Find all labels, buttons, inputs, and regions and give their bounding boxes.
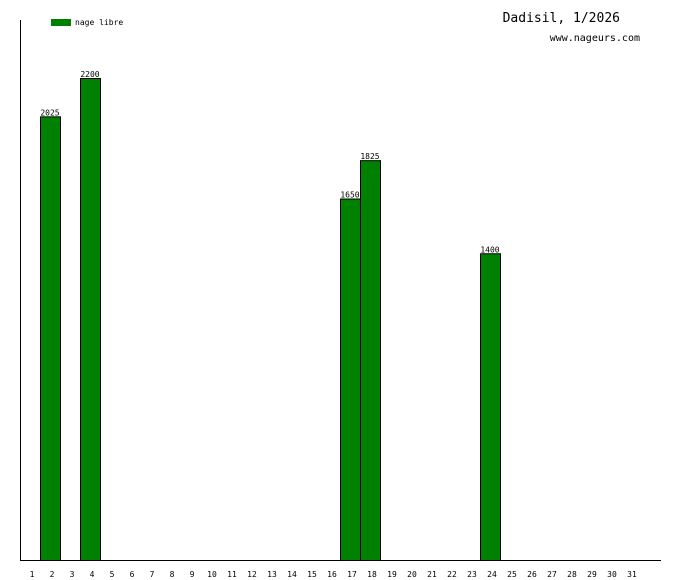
x-tick-labels-group: 1 2 3 4 5 6 7 8 9 10 11 12 13 14 15 16 17 18 19 20 21 22 23 24 2… bbox=[30, 570, 637, 579]
x-tick-label: 10 bbox=[207, 570, 217, 579]
x-tick-label: 22 bbox=[447, 570, 457, 579]
chart-title: Dadisil, 1/2026 bbox=[503, 11, 620, 26]
x-tick-label: 23 bbox=[467, 570, 477, 579]
x-tick-label: 12 bbox=[247, 570, 257, 579]
x-tick-label: 30 bbox=[607, 570, 617, 579]
bar-day-4 bbox=[80, 78, 101, 561]
bar-day-17 bbox=[340, 198, 361, 561]
bar-value-label: 1650 bbox=[340, 191, 359, 200]
x-tick-label: 11 bbox=[227, 570, 237, 579]
bar-day-18 bbox=[360, 160, 381, 561]
bar-day-24 bbox=[480, 253, 501, 561]
x-tick-label: 6 bbox=[130, 570, 135, 579]
bar-value-label: 2025 bbox=[40, 108, 59, 117]
x-tick-label: 5 bbox=[110, 570, 115, 579]
bar-value-label: 1825 bbox=[360, 152, 379, 161]
bar-value-label: 2200 bbox=[80, 70, 99, 79]
x-tick-label: 27 bbox=[547, 570, 557, 579]
bars-group bbox=[40, 78, 501, 561]
chart-subtitle: www.nageurs.com bbox=[550, 33, 640, 44]
x-tick-label: 31 bbox=[627, 570, 637, 579]
x-tick-label: 26 bbox=[527, 570, 537, 579]
x-tick-label: 16 bbox=[327, 570, 337, 579]
legend-label: nage libre bbox=[75, 18, 123, 27]
x-tick-label: 24 bbox=[487, 570, 497, 579]
x-tick-label: 29 bbox=[587, 570, 597, 579]
x-tick-label: 8 bbox=[170, 570, 175, 579]
x-tick-label: 20 bbox=[407, 570, 417, 579]
x-tick-label: 28 bbox=[567, 570, 577, 579]
x-tick-label: 19 bbox=[387, 570, 397, 579]
x-tick-label: 3 bbox=[70, 570, 75, 579]
x-tick-label: 9 bbox=[190, 570, 195, 579]
x-tick-label: 2 bbox=[50, 570, 55, 579]
x-tick-label: 21 bbox=[427, 570, 437, 579]
x-tick-label: 1 bbox=[30, 570, 35, 579]
x-tick-label: 14 bbox=[287, 570, 297, 579]
x-tick-label: 25 bbox=[507, 570, 517, 579]
bar-day-2 bbox=[40, 116, 61, 561]
bar-value-label: 1400 bbox=[480, 245, 499, 254]
legend-swatch bbox=[51, 19, 71, 26]
x-tick-label: 15 bbox=[307, 570, 317, 579]
x-tick-label: 7 bbox=[150, 570, 155, 579]
x-tick-label: 17 bbox=[347, 570, 357, 579]
x-tick-label: 13 bbox=[267, 570, 277, 579]
x-tick-label: 4 bbox=[90, 570, 95, 579]
x-tick-label: 18 bbox=[367, 570, 377, 579]
value-labels-group: 2025 2200 1650 1825 1400 bbox=[40, 70, 499, 254]
